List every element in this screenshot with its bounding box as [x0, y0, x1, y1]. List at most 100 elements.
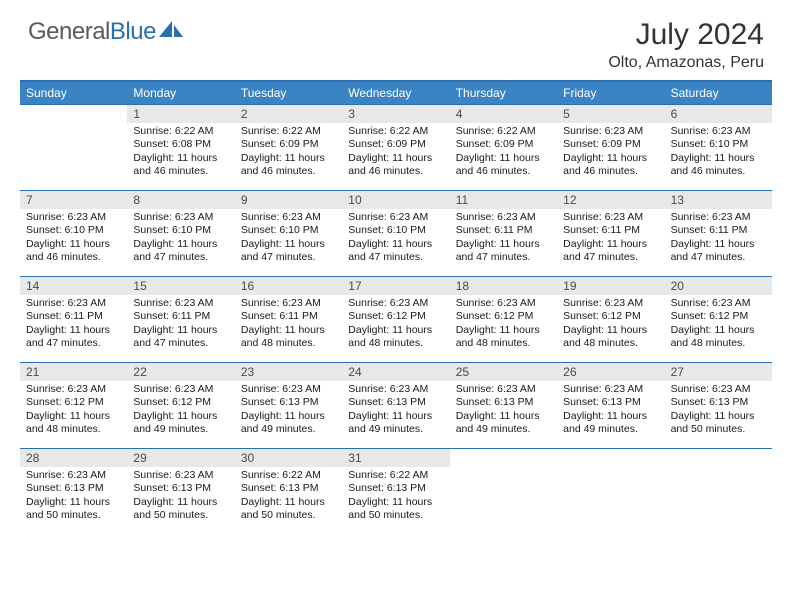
sunrise-label: Sunrise: [348, 125, 387, 137]
day-info: Sunrise: 6:23 AMSunset: 6:12 PMDaylight:… [127, 381, 234, 441]
sunrise-label: Sunrise: [26, 469, 65, 481]
daylight-label: Daylight: [671, 410, 712, 422]
day-number: 20 [665, 277, 772, 295]
sunset-label: Sunset: [456, 224, 492, 236]
sunset-label: Sunset: [563, 310, 599, 322]
day-cell: 23Sunrise: 6:23 AMSunset: 6:13 PMDayligh… [235, 362, 342, 448]
sunrise-value: 6:23 AM [605, 383, 644, 395]
day-cell: 4Sunrise: 6:22 AMSunset: 6:09 PMDaylight… [450, 104, 557, 190]
empty-cell [665, 448, 772, 534]
day-info: Sunrise: 6:23 AMSunset: 6:13 PMDaylight:… [665, 381, 772, 441]
day-info: Sunrise: 6:23 AMSunset: 6:11 PMDaylight:… [450, 209, 557, 269]
day-info: Sunrise: 6:23 AMSunset: 6:13 PMDaylight:… [20, 467, 127, 527]
daylight-label: Daylight: [563, 324, 604, 336]
day-info: Sunrise: 6:22 AMSunset: 6:09 PMDaylight:… [450, 123, 557, 183]
day-info: Sunrise: 6:23 AMSunset: 6:11 PMDaylight:… [235, 295, 342, 355]
daylight-label: Daylight: [241, 152, 282, 164]
day-cell: 12Sunrise: 6:23 AMSunset: 6:11 PMDayligh… [557, 190, 664, 276]
sunset-value: 6:13 PM [387, 396, 426, 408]
sunrise-label: Sunrise: [26, 383, 65, 395]
sunset-label: Sunset: [26, 310, 62, 322]
sunrise-value: 6:23 AM [282, 383, 321, 395]
sunrise-value: 6:23 AM [282, 297, 321, 309]
day-cell: 24Sunrise: 6:23 AMSunset: 6:13 PMDayligh… [342, 362, 449, 448]
day-number: 8 [127, 191, 234, 209]
sunrise-label: Sunrise: [563, 383, 602, 395]
day-info: Sunrise: 6:23 AMSunset: 6:13 PMDaylight:… [557, 381, 664, 441]
sunrise-label: Sunrise: [241, 383, 280, 395]
sunrise-label: Sunrise: [348, 469, 387, 481]
day-number: 27 [665, 363, 772, 381]
sunset-label: Sunset: [456, 396, 492, 408]
dow-header: Monday [127, 82, 234, 104]
sunset-value: 6:11 PM [279, 310, 317, 322]
day-info: Sunrise: 6:23 AMSunset: 6:10 PMDaylight:… [665, 123, 772, 183]
sunset-label: Sunset: [133, 482, 169, 494]
sunrise-label: Sunrise: [348, 383, 387, 395]
sunset-value: 6:12 PM [65, 396, 104, 408]
day-number: 21 [20, 363, 127, 381]
daylight-label: Daylight: [133, 152, 174, 164]
day-cell: 9Sunrise: 6:23 AMSunset: 6:10 PMDaylight… [235, 190, 342, 276]
daylight-label: Daylight: [241, 238, 282, 250]
day-number: 9 [235, 191, 342, 209]
location-text: Olto, Amazonas, Peru [608, 54, 764, 72]
day-cell: 30Sunrise: 6:22 AMSunset: 6:13 PMDayligh… [235, 448, 342, 534]
sunset-value: 6:13 PM [279, 396, 318, 408]
daylight-label: Daylight: [26, 496, 67, 508]
dow-header: Saturday [665, 82, 772, 104]
day-number: 14 [20, 277, 127, 295]
day-info: Sunrise: 6:23 AMSunset: 6:13 PMDaylight:… [235, 381, 342, 441]
sunrise-label: Sunrise: [456, 211, 495, 223]
day-number: 29 [127, 449, 234, 467]
daylight-label: Daylight: [348, 410, 389, 422]
day-info: Sunrise: 6:23 AMSunset: 6:12 PMDaylight:… [450, 295, 557, 355]
day-cell: 20Sunrise: 6:23 AMSunset: 6:12 PMDayligh… [665, 276, 772, 362]
sunrise-value: 6:23 AM [605, 125, 644, 137]
sunrise-value: 6:23 AM [175, 297, 214, 309]
day-cell: 25Sunrise: 6:23 AMSunset: 6:13 PMDayligh… [450, 362, 557, 448]
sunset-value: 6:13 PM [65, 482, 104, 494]
daylight-label: Daylight: [456, 410, 497, 422]
sunset-label: Sunset: [133, 310, 169, 322]
day-number: 16 [235, 277, 342, 295]
sunrise-value: 6:23 AM [605, 211, 644, 223]
day-cell: 6Sunrise: 6:23 AMSunset: 6:10 PMDaylight… [665, 104, 772, 190]
sunrise-label: Sunrise: [133, 383, 172, 395]
sunset-value: 6:10 PM [65, 224, 104, 236]
sunrise-label: Sunrise: [671, 125, 710, 137]
title-block: July 2024 Olto, Amazonas, Peru [608, 18, 764, 72]
day-info: Sunrise: 6:23 AMSunset: 6:10 PMDaylight:… [342, 209, 449, 269]
day-cell: 27Sunrise: 6:23 AMSunset: 6:13 PMDayligh… [665, 362, 772, 448]
sunrise-label: Sunrise: [348, 211, 387, 223]
sunset-value: 6:12 PM [494, 310, 533, 322]
daylight-label: Daylight: [456, 324, 497, 336]
sunrise-label: Sunrise: [241, 211, 280, 223]
day-number: 6 [665, 105, 772, 123]
sunset-label: Sunset: [26, 396, 62, 408]
sunset-value: 6:10 PM [279, 224, 318, 236]
sunset-label: Sunset: [241, 396, 277, 408]
sunset-label: Sunset: [26, 224, 62, 236]
sunset-label: Sunset: [241, 482, 277, 494]
day-number: 10 [342, 191, 449, 209]
sunset-value: 6:10 PM [172, 224, 211, 236]
daylight-label: Daylight: [456, 238, 497, 250]
sunset-value: 6:12 PM [602, 310, 641, 322]
sunset-label: Sunset: [241, 224, 277, 236]
day-number: 31 [342, 449, 449, 467]
day-number: 5 [557, 105, 664, 123]
sunrise-value: 6:23 AM [175, 383, 214, 395]
day-cell: 16Sunrise: 6:23 AMSunset: 6:11 PMDayligh… [235, 276, 342, 362]
day-cell: 19Sunrise: 6:23 AMSunset: 6:12 PMDayligh… [557, 276, 664, 362]
day-number: 11 [450, 191, 557, 209]
daylight-label: Daylight: [348, 324, 389, 336]
day-info: Sunrise: 6:23 AMSunset: 6:12 PMDaylight:… [342, 295, 449, 355]
sunrise-value: 6:22 AM [282, 125, 321, 137]
daylight-label: Daylight: [133, 238, 174, 250]
day-number: 19 [557, 277, 664, 295]
sunrise-value: 6:22 AM [175, 125, 214, 137]
sunrise-value: 6:22 AM [282, 469, 321, 481]
day-info: Sunrise: 6:23 AMSunset: 6:12 PMDaylight:… [20, 381, 127, 441]
brand-logo: GeneralBlue [28, 18, 185, 46]
